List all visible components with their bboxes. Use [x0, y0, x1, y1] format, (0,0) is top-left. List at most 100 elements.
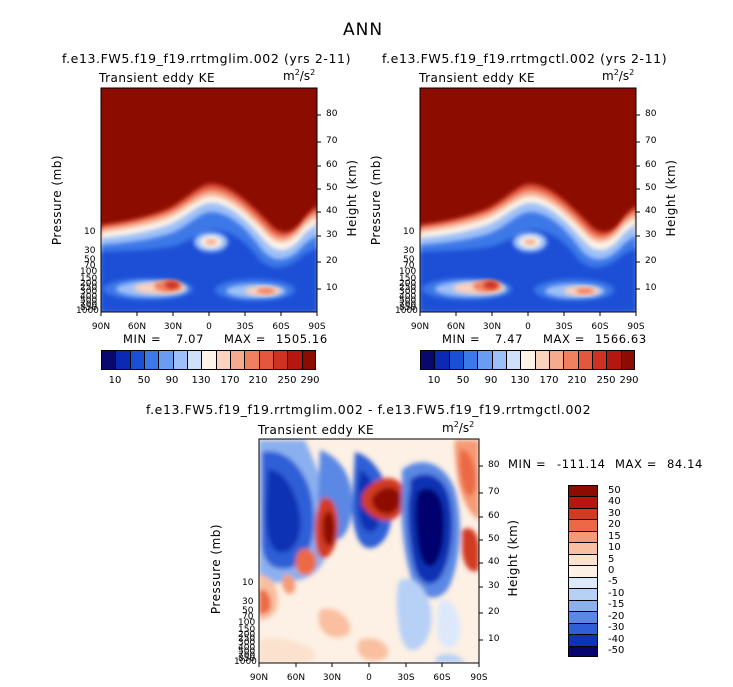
panel2-colorbar-label: 90	[484, 375, 498, 386]
panel1-ylabel-left: Pressure (mb)	[50, 154, 64, 246]
panel2-colorbar-label: 10	[427, 375, 441, 386]
colorbar-swatch	[187, 350, 202, 370]
panel3-height-tick: 10	[488, 634, 500, 644]
colorbar-swatch	[568, 599, 598, 612]
panel1-pressure-tick: 30	[84, 246, 96, 256]
colorbar-divider	[568, 553, 598, 555]
colorbar-swatch	[568, 565, 598, 578]
colorbar-divider	[568, 565, 598, 567]
panel3-pressure-tick: 700	[238, 651, 256, 661]
panel1-height-tick: 70	[326, 136, 338, 146]
colorbar-divider	[549, 350, 550, 370]
panel2-pressure-tick: 400	[399, 292, 417, 302]
panel3-pressure-tick: 50	[242, 606, 254, 616]
colorbar-divider	[434, 350, 436, 370]
colorbar-divider	[491, 350, 493, 370]
panel3-pressure-tick: 400	[238, 643, 256, 653]
panel2-max-value: 1566.63	[595, 332, 647, 346]
colorbar-divider	[563, 350, 565, 370]
panel1-pressure-tick: 400	[80, 292, 98, 302]
colorbar-divider	[215, 350, 217, 370]
panel3-x-tick: 90S	[470, 673, 488, 683]
colorbar-swatch	[568, 485, 598, 497]
panel3-variable-label: Transient eddy KE	[258, 423, 375, 437]
panel3-x-tick: 30S	[397, 673, 415, 683]
panel1-pressure-tick: 1000	[76, 306, 99, 316]
panel3-height-tick: 60	[488, 511, 500, 521]
colorbar-swatch	[568, 611, 598, 624]
panel1-pressure-tick: 70	[84, 261, 96, 271]
panel2-min-value: 7.47	[495, 332, 524, 346]
colorbar-swatch	[568, 496, 598, 509]
colorbar-divider	[568, 634, 598, 636]
colorbar-swatch	[568, 622, 598, 635]
colorbar-divider	[568, 588, 598, 590]
panel3-height-tick: 70	[488, 487, 500, 497]
colorbar-divider	[534, 350, 536, 370]
colorbar-divider	[230, 350, 231, 370]
colorbar-divider	[592, 350, 593, 370]
panel2-colorbar	[420, 350, 636, 370]
panel2-x-tick: 30N	[482, 322, 502, 332]
panel3-pressure-tick: 850	[238, 654, 256, 664]
colorbar-swatch	[201, 350, 217, 370]
panel2-units: m2/s2	[602, 68, 635, 83]
panel3-pressure-tick: 200	[238, 630, 256, 640]
panel3-height-tick: 20	[488, 607, 500, 617]
colorbar-swatch	[568, 507, 598, 520]
panel1-min-value: 7.07	[176, 332, 205, 346]
colorbar-swatch	[592, 350, 607, 370]
colorbar-divider	[463, 350, 464, 370]
colorbar-swatch	[549, 350, 564, 370]
panel1-colorbar-label: 10	[108, 375, 122, 386]
colorbar-divider	[568, 599, 598, 601]
panel2-x-tick: 90N	[410, 322, 430, 332]
panel1-pressure-tick: 10	[84, 227, 96, 237]
panel2-pressure-tick: 100	[399, 267, 417, 277]
colorbar-swatch	[568, 519, 598, 532]
panel1-x-tick: 90N	[91, 322, 111, 332]
colorbar-swatch	[506, 350, 521, 370]
colorbar-swatch	[620, 350, 636, 370]
colorbar-swatch	[434, 350, 450, 370]
panel1-min-label: MIN =	[123, 332, 162, 346]
colorbar-swatch	[477, 350, 493, 370]
colorbar-frame	[420, 350, 635, 370]
panel2-height-tick: 20	[645, 256, 657, 266]
colorbar-swatch	[215, 350, 231, 370]
colorbar-divider	[568, 576, 598, 578]
colorbar-divider	[273, 350, 274, 370]
colorbar-swatch	[568, 588, 598, 601]
colorbar-swatch	[144, 350, 159, 370]
panel1-pressure-tick: 700	[80, 300, 98, 310]
colorbar-swatch	[287, 350, 303, 370]
panel2-pressure-tick: 1000	[395, 306, 418, 316]
panel2-colorbar-label: 50	[456, 375, 470, 386]
colorbar-divider	[568, 645, 598, 647]
colorbar-swatch	[577, 350, 593, 370]
panel2-x-tick: 60S	[591, 322, 609, 332]
panel2-ylabel-right: Height (km)	[664, 159, 678, 237]
panel2-pressure-tick: 70	[403, 261, 415, 271]
panel1-max-label: MAX =	[224, 332, 266, 346]
colorbar-divider	[520, 350, 522, 370]
panel3-colorbar-labels: 50 40 30 20 15 10 5 0 -5 -10 -15 -20 -30 -40 -50	[608, 485, 648, 657]
colorbar-label: -15	[608, 599, 625, 611]
colorbar-divider	[287, 350, 289, 370]
panel1-height-tick: 20	[326, 256, 338, 266]
colorbar-divider	[301, 350, 303, 370]
panel3-pressure-tick: 30	[242, 597, 254, 607]
colorbar-frame	[101, 350, 316, 370]
panel1-pressure-tick: 500	[80, 296, 98, 306]
panel1-colorbar-label: 50	[137, 375, 151, 386]
panel1-x-tick: 30S	[236, 322, 254, 332]
panel1-colorbar-label: 290	[300, 375, 320, 386]
colorbar-divider	[506, 350, 507, 370]
panel3-colorbar	[568, 485, 598, 658]
panel2-min-label: MIN =	[442, 332, 481, 346]
colorbar-divider	[568, 530, 598, 532]
panel2-x-tick: 90S	[627, 322, 645, 332]
colorbar-swatch	[244, 350, 260, 370]
panel2-max-label: MAX =	[543, 332, 585, 346]
colorbar-swatch	[158, 350, 174, 370]
